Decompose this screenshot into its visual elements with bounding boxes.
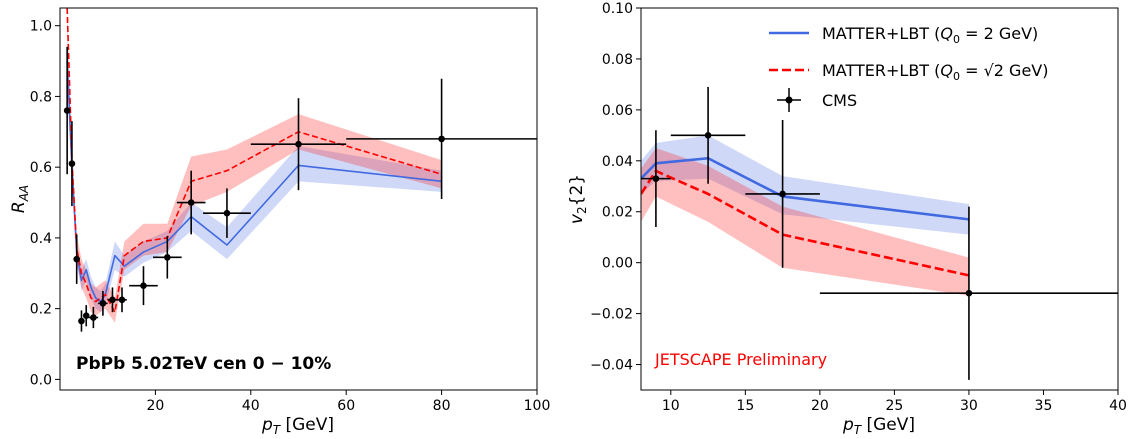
v2-x-tick-label: 20 xyxy=(811,398,829,414)
raa-cms-point xyxy=(82,305,90,327)
raa-y-tick-label: 0.4 xyxy=(30,231,52,247)
v2-x-tick-label: 15 xyxy=(736,398,754,414)
v2-cms-marker xyxy=(965,289,973,297)
raa-cms-point xyxy=(346,78,537,199)
raa-cms-marker xyxy=(118,296,126,304)
v2-cms-point xyxy=(745,120,820,268)
raa-cms-marker xyxy=(140,282,147,289)
raa-cms-point xyxy=(107,287,118,313)
v2-plot-frame xyxy=(640,7,1119,391)
v2-annotation: JETSCAPE Preliminary xyxy=(654,350,827,369)
legend-label-q0-2: MATTER+LBT (Q0 = 2 GeV) xyxy=(822,24,1038,46)
raa-matter-lbt-q0-sqrt2-band xyxy=(67,8,442,323)
raa-cms-point xyxy=(68,121,76,207)
v2-y-tick-label: 0.00 xyxy=(602,256,633,272)
raa-cms-marker xyxy=(438,135,445,143)
raa-y-tick-label: 0.8 xyxy=(30,89,52,105)
raa-cms-marker xyxy=(187,199,195,206)
raa-cms-marker xyxy=(109,296,116,304)
raa-x-tick-label: 80 xyxy=(433,398,451,414)
raa-cms-point xyxy=(129,266,158,306)
raa-cms-point xyxy=(117,287,127,313)
raa-cms-marker xyxy=(164,254,171,261)
raa-x-axis-label: pT [GeV] xyxy=(261,415,334,437)
raa-panel: 20 40 60 80 100 0.0 0.2 0.4 0.6 0.8 1.0 PbPb 5.02T… xyxy=(9,7,551,437)
raa-matter-lbt-q0-2-band xyxy=(67,36,442,313)
v2-y-tick-label: 0.04 xyxy=(602,154,633,170)
v2-x-tick-label: 25 xyxy=(885,398,903,414)
v2-matter-lbt-q0-sqrt2-band xyxy=(641,148,969,296)
raa-cms-marker xyxy=(223,209,231,217)
raa-cms-marker xyxy=(68,160,76,167)
v2-cms-marker xyxy=(652,175,660,182)
raa-cms-point xyxy=(203,188,251,238)
raa-x-tick-label: 40 xyxy=(242,398,260,414)
raa-cms-point xyxy=(176,170,206,235)
raa-x-tick-label: 60 xyxy=(337,398,355,414)
raa-y-tick-label: 0.6 xyxy=(30,160,52,176)
raa-cms-point xyxy=(153,236,182,279)
raa-cms-marker xyxy=(90,314,97,321)
v2-cms-point xyxy=(819,206,1118,380)
raa-cms-marker xyxy=(295,140,302,148)
v2-x-tick-label: 10 xyxy=(662,398,680,414)
v2-y-tick-label: 0.10 xyxy=(602,1,633,17)
raa-x-tick-label: 20 xyxy=(146,398,164,414)
v2-x-tick-label: 35 xyxy=(1035,398,1053,414)
raa-y-tick-label: 0.0 xyxy=(30,372,52,388)
raa-cms-point xyxy=(88,306,99,329)
v2-cms-marker xyxy=(779,190,786,198)
raa-x-tick-label: 100 xyxy=(524,398,551,414)
v2-x-tick-label: 30 xyxy=(960,398,978,414)
raa-cms-marker xyxy=(63,107,71,114)
raa-y-tick-label: 1.0 xyxy=(30,19,52,35)
v2-y-tick-label: 0.02 xyxy=(602,205,633,221)
v2-y-tick-label: 0.08 xyxy=(602,52,633,68)
legend: MATTER+LBT (Q0 = 2 GeV) MATTER+LBT (Q0 =… xyxy=(769,24,1048,112)
v2-y-tick-label: 0.06 xyxy=(602,103,633,119)
v2-panel: 10 15 20 25 30 35 40 −0.04 −0.02 0.00 0.02 0.04 0.06… xyxy=(567,1,1127,437)
v2-x-tick-label: 40 xyxy=(1109,398,1127,414)
v2-cms-point xyxy=(641,130,671,228)
raa-cms-point xyxy=(250,98,347,191)
raa-y-axis-label: RAA xyxy=(9,185,31,213)
v2-cms-marker xyxy=(704,132,712,139)
raa-y-tick-label: 0.2 xyxy=(30,302,52,318)
v2-x-axis-label: pT [GeV] xyxy=(842,415,915,437)
legend-swatch-cms xyxy=(777,88,801,112)
v2-y-tick-label: −0.04 xyxy=(590,358,633,374)
v2-cms-point xyxy=(670,86,746,184)
raa-cms-marker xyxy=(99,300,107,307)
raa-matter-lbt-q0-sqrt2-line xyxy=(66,8,442,313)
legend-label-cms: CMS xyxy=(822,91,857,110)
raa-plot-frame xyxy=(59,7,538,391)
legend-label-q0-sqrt2: MATTER+LBT (Q0 = √2 GeV) xyxy=(822,61,1048,83)
raa-cms-point xyxy=(73,234,80,284)
raa-cms-point xyxy=(98,290,108,316)
raa-cms-marker xyxy=(78,317,85,325)
raa-cms-marker xyxy=(82,312,90,320)
raa-cms-point xyxy=(78,310,85,332)
v2-y-tick-label: −0.02 xyxy=(590,307,633,323)
v2-y-axis-label: v2{2} xyxy=(567,174,589,224)
raa-cms-point xyxy=(63,46,71,175)
raa-cms-marker xyxy=(73,255,80,263)
raa-annotation: PbPb 5.02TeV cen 0 − 10% xyxy=(76,354,331,374)
